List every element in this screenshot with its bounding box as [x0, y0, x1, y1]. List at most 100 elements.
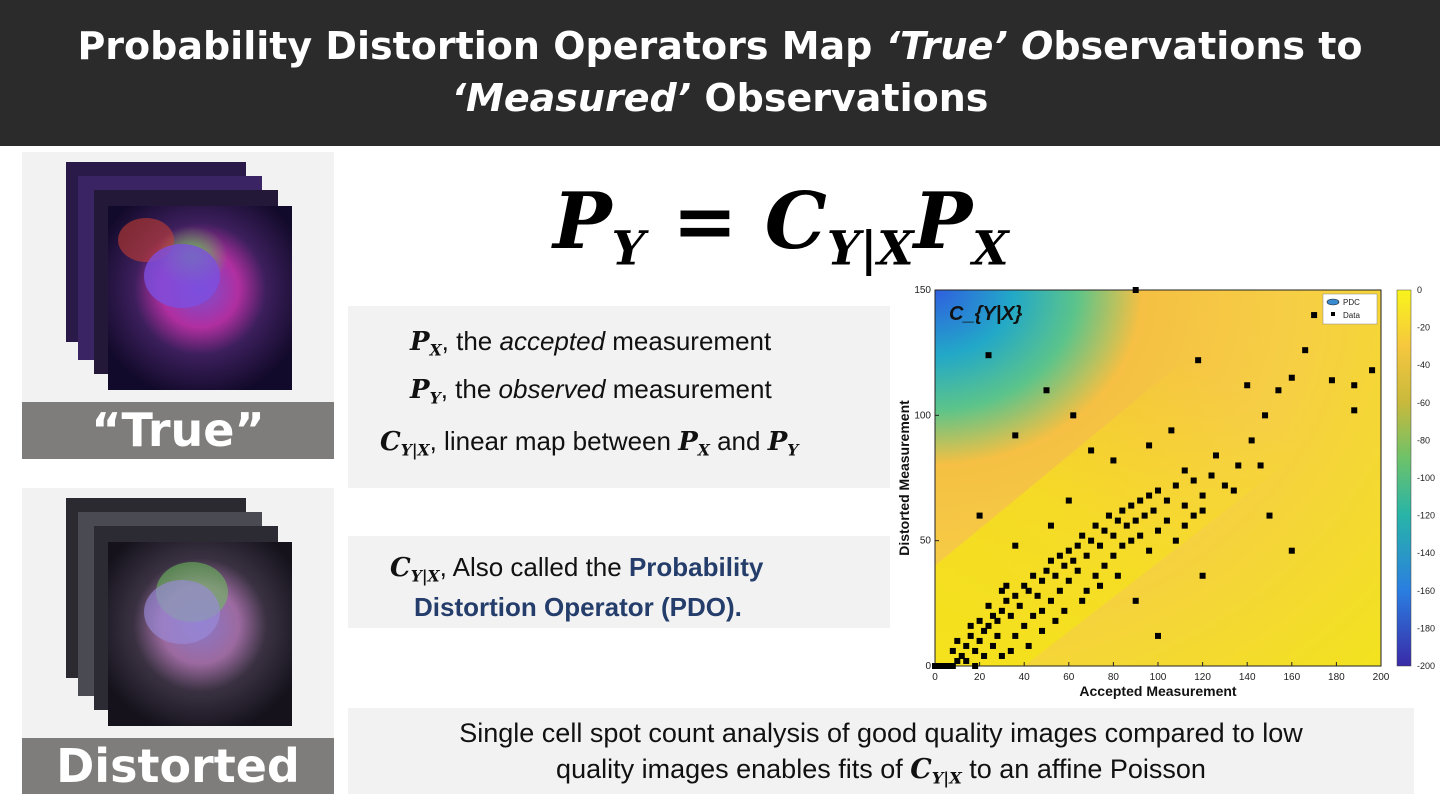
x-axis-label: Accepted Measurement — [1079, 683, 1237, 699]
data-point — [1146, 442, 1153, 449]
data-point — [1088, 537, 1095, 544]
data-point — [998, 587, 1005, 594]
data-point — [1061, 562, 1068, 569]
colorbar-tick-label: -120 — [1417, 511, 1435, 521]
colorbar — [1396, 289, 1412, 667]
data-point — [1065, 547, 1072, 554]
overlay-label: C_{Y|X} — [949, 303, 1023, 325]
slide-title-line-1: Probability Distortion Operators Map ‘Tr… — [77, 24, 1363, 68]
data-point — [981, 627, 988, 634]
data-point — [1039, 607, 1046, 614]
data-point — [985, 602, 992, 609]
heatmap-plot-area: 0 20 40 60 80 100 120 140 160 180 200 0 50 100 150 Acce… — [896, 285, 1435, 699]
x-tick-label: 100 — [1150, 672, 1167, 683]
data-point — [1101, 527, 1108, 534]
data-point — [1083, 587, 1090, 594]
data-point — [1039, 627, 1046, 634]
x-tick-label: 200 — [1373, 672, 1390, 683]
data-point — [1262, 412, 1269, 419]
data-point — [936, 663, 943, 669]
colorbar-tick-label: -160 — [1417, 586, 1435, 596]
data-point — [1070, 557, 1077, 564]
data-point — [1288, 547, 1295, 554]
data-point — [1328, 377, 1335, 384]
data-point — [1128, 537, 1135, 544]
data-point — [1163, 517, 1170, 524]
data-point — [1351, 407, 1358, 414]
colorbar-tick-label: -40 — [1417, 360, 1430, 370]
data-point — [1061, 607, 1068, 614]
data-point — [1079, 532, 1086, 539]
data-point — [1181, 522, 1188, 529]
data-point — [976, 617, 983, 624]
true-image-stack — [66, 162, 292, 390]
data-point — [989, 642, 996, 649]
data-point — [1097, 542, 1104, 549]
data-point — [1155, 527, 1161, 534]
summary-line-2: quality images enables fits of CY|X to a… — [556, 754, 1206, 788]
data-point — [967, 632, 974, 639]
data-point — [1003, 582, 1010, 589]
data-point — [994, 632, 1001, 639]
data-point — [1123, 522, 1130, 529]
x-tick-label: 0 — [932, 672, 938, 683]
data-point — [1266, 512, 1273, 519]
colorbar-tick-label: -140 — [1417, 548, 1435, 558]
data-point — [998, 607, 1005, 614]
data-point — [1101, 562, 1108, 569]
data-point — [989, 612, 996, 619]
pdo-heatmap-svg: 0 20 40 60 80 100 120 140 160 180 200 0 50 100 150 Acce… — [896, 285, 1435, 699]
data-point — [1163, 497, 1170, 504]
distorted-image-stack — [66, 498, 292, 726]
data-point — [1097, 582, 1104, 589]
data-point — [1110, 532, 1117, 539]
slide-title-line-2: ‘Measured’ Observations — [451, 76, 989, 120]
data-point — [1065, 497, 1072, 504]
definition-py: PY, the observed measurement — [410, 374, 772, 408]
data-point — [940, 663, 947, 669]
data-point — [1257, 462, 1264, 469]
legend-data-label: Data — [1343, 311, 1360, 320]
data-point — [1128, 502, 1135, 509]
summary-line-1: Single cell spot count analysis of good … — [459, 718, 1303, 748]
data-point — [1168, 427, 1175, 434]
colorbar-tick-label: -80 — [1417, 435, 1430, 445]
data-point — [1007, 612, 1014, 619]
data-point — [1043, 567, 1050, 574]
data-point — [1070, 412, 1077, 419]
data-point — [958, 652, 965, 659]
data-point — [945, 663, 952, 669]
data-point — [1311, 312, 1318, 319]
data-point — [1150, 507, 1157, 514]
colorbar-tick-label: -20 — [1417, 323, 1430, 333]
x-tick-label: 60 — [1063, 672, 1075, 683]
data-point — [1132, 287, 1139, 293]
data-point — [1052, 617, 1059, 624]
data-point — [1199, 572, 1206, 579]
data-point — [1302, 347, 1309, 354]
data-point — [1275, 387, 1282, 394]
data-point — [1074, 567, 1081, 574]
main-equation: PY = CY|XPX — [553, 176, 1009, 277]
data-point — [985, 622, 992, 629]
data-point — [1056, 587, 1063, 594]
data-point — [1025, 642, 1032, 649]
data-point — [1235, 462, 1242, 469]
data-point — [1047, 522, 1054, 529]
definitions-box — [348, 306, 890, 488]
data-point — [1190, 512, 1197, 519]
data-point — [949, 663, 956, 669]
data-point — [1092, 522, 1099, 529]
data-point — [1146, 547, 1153, 554]
data-point — [1141, 512, 1148, 519]
data-point — [1083, 552, 1090, 559]
data-point — [1110, 552, 1117, 559]
data-point — [1244, 382, 1251, 389]
x-tick-label: 40 — [1019, 672, 1031, 683]
data-point — [1030, 572, 1037, 579]
data-point — [1034, 592, 1041, 599]
data-point — [1114, 572, 1121, 579]
pdo-text-line-1: CY|X, Also called the Probability — [390, 552, 764, 586]
colorbar-tick-label: 0 — [1417, 285, 1422, 295]
data-point — [1056, 552, 1063, 559]
